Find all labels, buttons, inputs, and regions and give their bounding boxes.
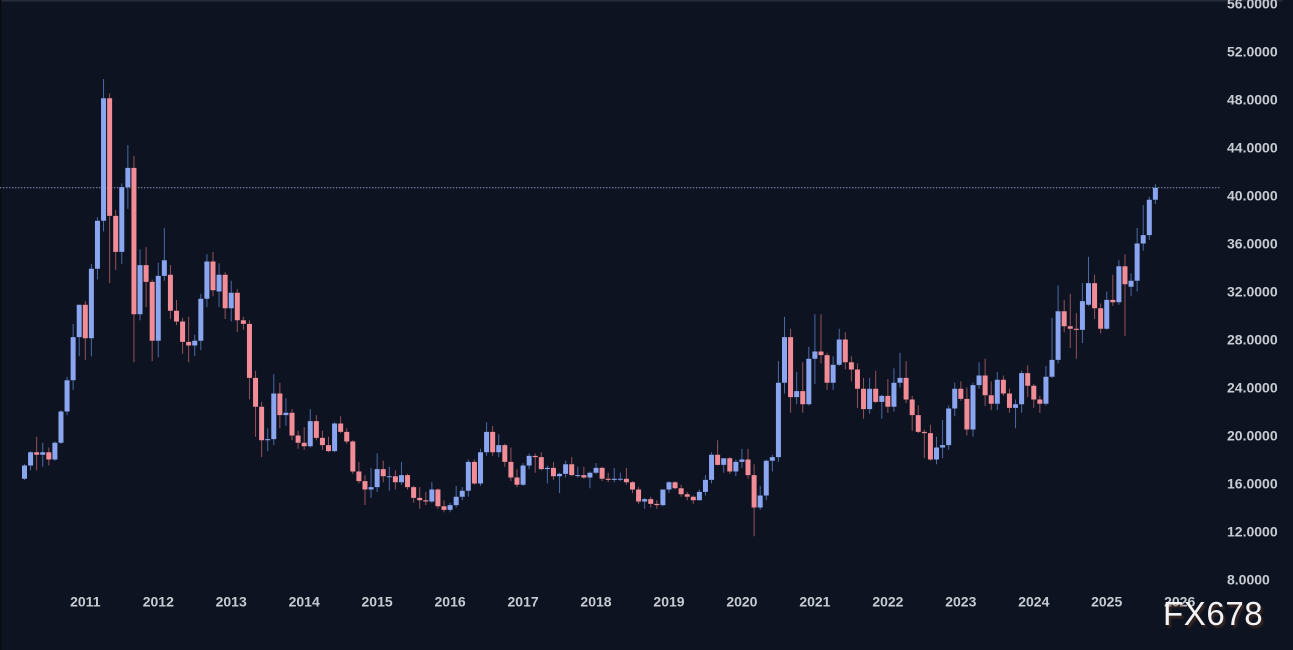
svg-text:2013: 2013: [216, 594, 247, 610]
svg-text:2021: 2021: [799, 594, 830, 610]
svg-text:52.0000: 52.0000: [1227, 44, 1278, 60]
svg-text:2019: 2019: [653, 594, 684, 610]
svg-text:24.0000: 24.0000: [1227, 380, 1278, 396]
svg-text:2018: 2018: [580, 594, 611, 610]
svg-text:2016: 2016: [435, 594, 466, 610]
svg-text:2014: 2014: [289, 594, 320, 610]
svg-text:56.0000: 56.0000: [1227, 0, 1278, 12]
svg-text:32.0000: 32.0000: [1227, 284, 1278, 300]
svg-text:2020: 2020: [726, 594, 757, 610]
svg-text:12.0000: 12.0000: [1227, 524, 1278, 540]
svg-text:2017: 2017: [508, 594, 539, 610]
svg-text:20.0000: 20.0000: [1227, 428, 1278, 444]
svg-text:2012: 2012: [143, 594, 174, 610]
svg-text:28.0000: 28.0000: [1227, 332, 1278, 348]
svg-text:2022: 2022: [872, 594, 903, 610]
svg-text:2024: 2024: [1018, 594, 1049, 610]
svg-text:8.0000: 8.0000: [1227, 572, 1270, 588]
svg-text:40.0000: 40.0000: [1227, 188, 1278, 204]
svg-text:44.0000: 44.0000: [1227, 140, 1278, 156]
svg-text:2026: 2026: [1164, 594, 1195, 610]
svg-text:16.0000: 16.0000: [1227, 476, 1278, 492]
svg-text:48.0000: 48.0000: [1227, 92, 1278, 108]
svg-text:2015: 2015: [362, 594, 393, 610]
svg-text:2025: 2025: [1091, 594, 1122, 610]
svg-text:36.0000: 36.0000: [1227, 236, 1278, 252]
svg-text:2011: 2011: [70, 594, 101, 610]
svg-text:2023: 2023: [945, 594, 976, 610]
